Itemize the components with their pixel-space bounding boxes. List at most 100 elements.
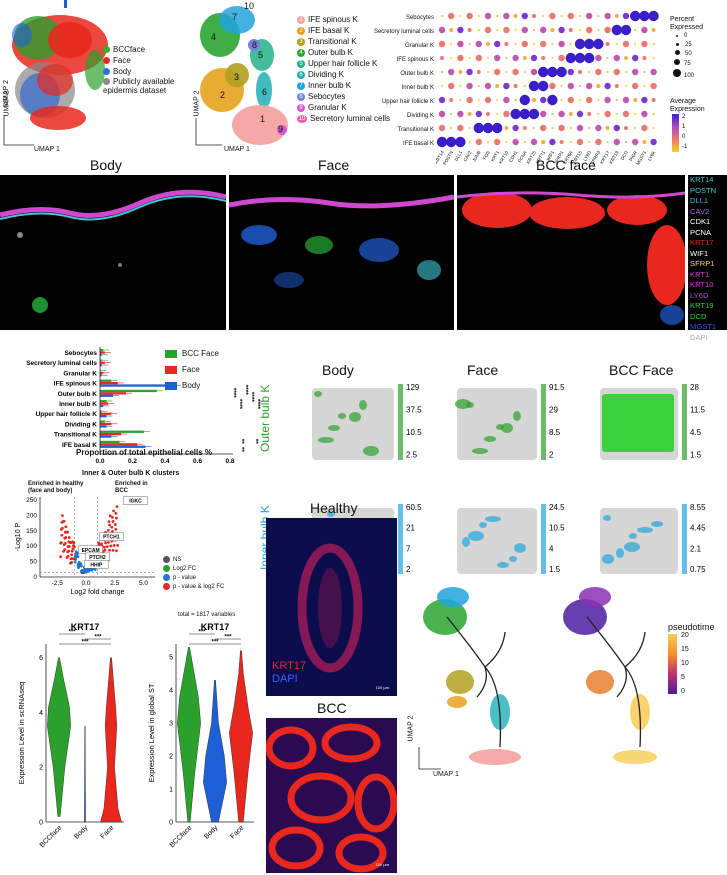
- dotplot-dot: [503, 96, 510, 104]
- pct-legend-item: 75: [670, 59, 727, 69]
- dotplot-dot: [567, 12, 574, 20]
- proportion-bar-chart: Sebocytes Secretory luminal cells Granular…: [26, 347, 261, 465]
- marker-label: CDK1: [690, 217, 711, 226]
- dotplot-dot: [568, 112, 573, 116]
- marker-label: KRT14: [690, 175, 714, 184]
- volcano-point: [97, 541, 101, 545]
- dotplot-dot: [457, 26, 464, 34]
- dotplot-dot: [450, 113, 453, 115]
- pct-legend-item: 100: [670, 69, 727, 81]
- bar: [100, 422, 112, 426]
- dotplot-gene-label: WIF1: [546, 150, 556, 162]
- violin-title: KRT17: [201, 622, 230, 632]
- volcano-point: [74, 550, 78, 554]
- umap-a-x-axis-label: UMAP 1: [34, 146, 60, 153]
- dotplot-dot: [596, 84, 601, 88]
- spatial-tissue: [457, 508, 537, 574]
- bar: [100, 394, 113, 397]
- dotplot-dot: [576, 138, 584, 146]
- dotplot-dot: [643, 71, 646, 73]
- cluster-label: 7: [232, 12, 237, 22]
- dotplot-dot: [604, 82, 611, 90]
- dotplot-dot: [579, 29, 581, 31]
- dotplot-dot: [586, 96, 593, 104]
- dotplot-dot: [547, 66, 558, 78]
- spatial-scale-label: 2.1: [690, 544, 702, 553]
- dotplot-dot: [547, 94, 558, 106]
- dotplot-row-label: Outer bulb K: [400, 71, 434, 77]
- dotplot-dot: [560, 15, 563, 17]
- legend-item: Publicly available epidermis dataset: [103, 77, 175, 95]
- dotplot-dot: [606, 141, 609, 143]
- dotplot-dot: [622, 110, 630, 118]
- volcano-point: [93, 568, 97, 572]
- volcano-y-tick: 150: [26, 528, 37, 535]
- volcano-point: [73, 557, 76, 561]
- violin-shape: [203, 680, 227, 823]
- cluster-label: 3: [234, 72, 239, 82]
- dotplot-dot: [522, 126, 527, 130]
- dotplot-dot: [505, 57, 508, 59]
- dotplot-dot: [588, 127, 591, 129]
- dotplot-dot: [438, 40, 446, 48]
- dotplot-gene-label: JUNB: [471, 150, 481, 163]
- volcano-point: [84, 570, 88, 574]
- trajectory-x-label-1: UMAP 1: [433, 771, 459, 778]
- spatial-signal: [624, 542, 640, 552]
- violin-plot-scrnaseq: KRT17 BCCface Body Face 0 2 4 6 Expression Level…: [17, 622, 124, 849]
- volcano-point: [111, 520, 115, 523]
- volcano-point: [69, 561, 72, 565]
- volcano-x-tick: 0.0: [81, 580, 90, 587]
- volcano-point: [103, 545, 106, 549]
- dotplot-dot: [639, 10, 650, 22]
- violin-category-label: Body: [73, 824, 90, 841]
- marker-label: DLL1: [690, 196, 709, 205]
- volcano-x-label: Log2 fold change: [71, 589, 125, 596]
- volcano-point: [73, 554, 77, 558]
- spatial-colorbar: [398, 384, 403, 460]
- dotplot-dot: [466, 12, 473, 20]
- dotplot-row-label: Inner bulb K: [401, 85, 434, 91]
- volcano-point: [64, 525, 68, 529]
- umap-b-legend: 1 IFE spinous K 2 IFE basal K 3 Transitiona…: [297, 14, 407, 124]
- legend-item: p - value: [163, 574, 224, 583]
- dotplot-dot: [484, 12, 492, 20]
- dotplot-dot: [438, 96, 446, 104]
- spatial-signal: [496, 424, 504, 430]
- if-scale-bar-1: 100 µm: [375, 685, 389, 690]
- dotplot-dot: [641, 124, 648, 132]
- marker-label: KRT10: [690, 280, 714, 289]
- dotplot-dot: [625, 71, 627, 73]
- volcano-point: [114, 527, 118, 531]
- spatial-signal: [338, 413, 346, 419]
- dotplot-gene-label: DCD: [620, 149, 630, 161]
- spatial-signal: [603, 515, 611, 521]
- spatial-scale-label: 7: [406, 544, 411, 553]
- spatial-scale-label: 129: [406, 383, 420, 392]
- dotplot-dot: [642, 56, 647, 60]
- dotplot-dot: [613, 54, 620, 62]
- bar: [100, 382, 118, 385]
- dotplot-dot: [484, 82, 492, 90]
- violin-y-tick: 4: [169, 688, 173, 695]
- dotplot-dot: [615, 99, 618, 101]
- significance-label: **: [252, 439, 259, 445]
- bar: [100, 353, 102, 357]
- avg-legend-title: Average Expression: [670, 98, 705, 113]
- dotplot-dot: [466, 82, 473, 90]
- spatial-tissue: [600, 508, 678, 574]
- marker-label: KRT1: [690, 269, 710, 279]
- spatial-scale-label: 2: [549, 451, 554, 460]
- marker-label: LY6D: [690, 290, 709, 300]
- volcano-point: [70, 553, 74, 557]
- dotplot-dot: [651, 98, 656, 102]
- bar-x-tick: 0.8: [225, 458, 234, 465]
- dotplot-dot: [624, 126, 628, 130]
- dotplot-dot: [449, 28, 454, 32]
- dotplot-dot: [650, 82, 657, 90]
- dotplot-dot: [567, 96, 574, 104]
- bar: [100, 361, 105, 364]
- dotplot-dot: [541, 140, 546, 144]
- dotplot-dot: [512, 68, 519, 76]
- dotplot-dot: [468, 141, 471, 143]
